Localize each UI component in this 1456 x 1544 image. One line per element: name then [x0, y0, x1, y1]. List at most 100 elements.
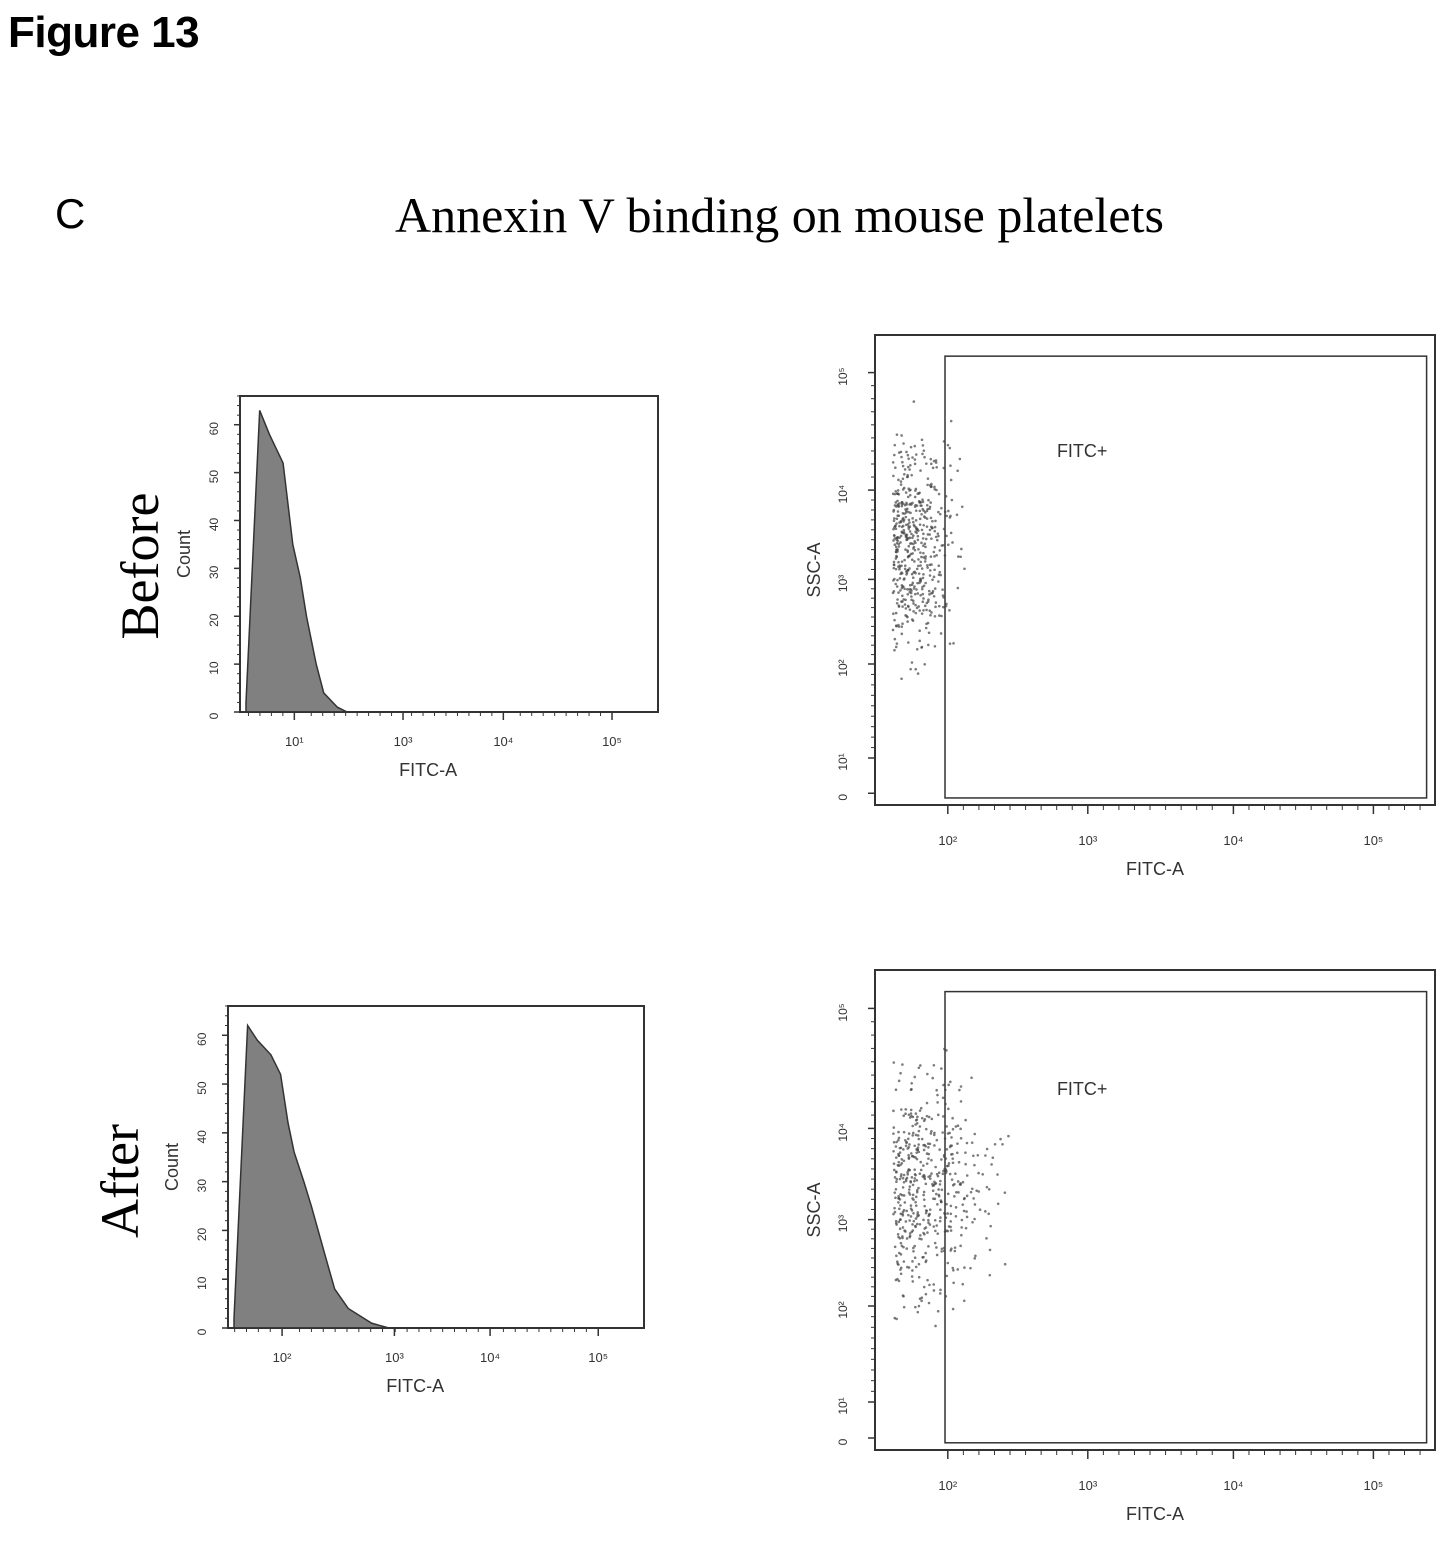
event-dot	[897, 1235, 900, 1239]
event-dot	[924, 1251, 927, 1255]
event-dot	[928, 593, 931, 596]
event-dot	[996, 1173, 999, 1176]
event-dot	[904, 491, 908, 494]
event-dot	[920, 1137, 924, 1141]
event-dot	[903, 1139, 907, 1142]
event-dot	[943, 1212, 947, 1216]
event-dot	[909, 1108, 913, 1112]
event-dot	[947, 1107, 950, 1111]
y-tick-label: 10⁴	[836, 485, 850, 504]
event-dot	[956, 586, 960, 590]
event-dot	[930, 1172, 933, 1175]
event-dot	[911, 1269, 914, 1272]
event-dot	[914, 1204, 918, 1207]
event-dot	[892, 508, 896, 512]
event-dot	[913, 462, 917, 466]
event-dot	[944, 1216, 948, 1219]
event-dot	[915, 1190, 919, 1194]
event-dot	[928, 1208, 932, 1211]
y-tick-label: 0	[836, 1438, 850, 1445]
event-dot	[901, 516, 905, 520]
event-dot	[904, 1178, 908, 1181]
event-dot	[950, 498, 954, 502]
event-dot	[898, 564, 901, 567]
event-dot	[977, 1190, 981, 1193]
event-dot	[909, 463, 912, 467]
event-dot	[985, 1147, 989, 1151]
event-dot	[918, 1172, 922, 1175]
event-dot	[897, 1136, 901, 1140]
y-tick-label: 10³	[836, 1215, 850, 1232]
histogram-area	[233, 1023, 389, 1329]
event-dot	[895, 601, 899, 605]
event-dot	[920, 512, 923, 516]
event-dot	[896, 598, 899, 601]
event-dot	[917, 1186, 920, 1190]
event-dot	[921, 585, 924, 589]
event-dot	[945, 1148, 949, 1151]
event-dot	[949, 419, 953, 423]
event-dot	[946, 543, 950, 547]
event-dot	[893, 1245, 897, 1249]
event-dot	[894, 466, 897, 470]
histogram-area	[245, 410, 348, 713]
event-dot	[928, 574, 932, 577]
event-dot	[916, 672, 920, 675]
event-dot	[898, 1198, 902, 1201]
event-dot	[906, 523, 910, 526]
event-dot	[913, 548, 917, 552]
event-dot	[940, 1158, 943, 1161]
event-dot	[909, 1152, 913, 1155]
event-dot	[929, 516, 933, 520]
event-dot	[909, 1215, 913, 1218]
event-dot	[904, 515, 908, 519]
event-dot	[893, 618, 896, 622]
event-dot	[908, 567, 911, 570]
event-dot	[920, 528, 924, 532]
event-dot	[938, 1292, 942, 1295]
event-dot	[969, 1266, 972, 1270]
event-dot	[925, 503, 929, 507]
event-dot	[934, 519, 937, 523]
event-dot	[893, 1191, 897, 1194]
event-dot	[912, 1246, 915, 1250]
event-dot	[940, 506, 943, 510]
event-dot	[931, 578, 934, 581]
event-dot	[1001, 1142, 1004, 1146]
event-dot	[918, 523, 922, 526]
event-dot	[892, 519, 896, 523]
event-dot	[965, 1174, 969, 1177]
event-dot	[929, 1132, 933, 1135]
event-dot	[1003, 1262, 1007, 1266]
event-dot	[908, 503, 911, 506]
event-dot	[923, 511, 927, 514]
event-dot	[960, 505, 964, 509]
event-dot	[918, 517, 922, 521]
event-dot	[910, 1176, 914, 1179]
event-dot	[948, 446, 952, 450]
event-dot	[959, 1127, 962, 1131]
event-dot	[936, 1309, 940, 1313]
event-dot	[956, 1180, 960, 1183]
event-dot	[924, 626, 928, 630]
event-dot	[939, 1200, 943, 1204]
event-dot	[912, 602, 915, 605]
event-dot	[901, 524, 905, 528]
event-dot	[922, 449, 926, 452]
event-dot	[930, 537, 933, 540]
event-dot	[915, 567, 919, 571]
event-dot	[947, 1083, 950, 1087]
event-dot	[945, 1125, 949, 1128]
event-dot	[937, 1194, 941, 1198]
event-dot	[895, 1180, 898, 1184]
y-tick-label: 30	[207, 565, 221, 579]
event-dot	[905, 1209, 909, 1213]
event-dot	[936, 1101, 939, 1104]
event-dot	[894, 545, 898, 549]
event-dot	[1003, 1191, 1007, 1194]
event-dot	[904, 607, 908, 610]
x-tick-label: 10⁴	[493, 734, 513, 749]
x-tick-label: 10²	[938, 1478, 957, 1493]
event-dot	[920, 1299, 923, 1303]
event-dot	[918, 501, 922, 504]
